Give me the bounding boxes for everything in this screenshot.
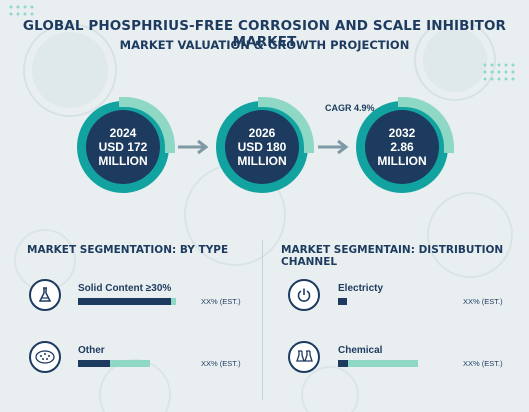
- bubble-accent-arc: [119, 97, 175, 153]
- channel-item-bar: [338, 360, 418, 367]
- cagr-label: CAGR 4.9%: [325, 103, 375, 113]
- timeline-bubble-2032: 2032 2.86 MILLION: [356, 97, 454, 193]
- bubble-year: 2024: [109, 126, 137, 140]
- beakers-icon: [288, 341, 320, 373]
- channel-item-bar-fill: [338, 298, 347, 305]
- bubble-inner: 2026 USD 180 MILLION: [225, 110, 299, 184]
- arrow-right-icon: [178, 139, 209, 155]
- channel-item-label: Chemical: [338, 345, 383, 356]
- type-item-bar: [78, 298, 176, 305]
- bubble-accent-arc: [258, 97, 314, 153]
- type-item-label: Solid Content ≥30%: [78, 283, 172, 294]
- bubble-inner: 2024 USD 172 MILLION: [86, 110, 160, 184]
- channel-section-heading: MARKET SEGMENTAIN: DISTRIBUTION CHANNEL: [281, 244, 504, 268]
- type-item-label: Other: [78, 345, 105, 356]
- flask-icon: [29, 279, 61, 311]
- timeline-bubble-2024: 2024 USD 172 MILLION: [77, 97, 175, 193]
- dot-pattern-right: [483, 63, 515, 81]
- page-title: GLOBAL PHOSPHRIUS-FREE CORROSION AND SCA…: [22, 18, 507, 50]
- power-icon: [288, 279, 320, 311]
- bubble-year: 2032: [388, 126, 416, 140]
- channel-item-estimate: XX% (EST.): [463, 359, 503, 368]
- bubble-value: USD 172: [98, 140, 148, 154]
- channel-item-label: Electricty: [338, 283, 384, 294]
- bubble-value: 2.86: [390, 140, 414, 154]
- granules-icon: [29, 341, 61, 373]
- section-divider: [262, 240, 263, 400]
- dot-pattern-left: [9, 5, 34, 16]
- timeline-bubble-2026: 2026 USD 180 MILLION: [216, 97, 314, 193]
- channel-item-bar-fill: [338, 360, 348, 367]
- type-item-bar-fill: [78, 360, 110, 367]
- bubble-unit: MILLION: [237, 154, 287, 168]
- bubble-accent-arc: [398, 97, 454, 153]
- type-item-estimate: XX% (EST.): [201, 359, 241, 368]
- type-item-estimate: XX% (EST.): [201, 297, 241, 306]
- bubble-value: USD 180: [237, 140, 287, 154]
- bubble-year: 2026: [248, 126, 276, 140]
- type-item-bar-fill: [78, 298, 171, 305]
- bubble-inner: 2032 2.86 MILLION: [365, 110, 439, 184]
- bubble-unit: MILLION: [98, 154, 148, 168]
- page-subtitle: MARKET VALUATION & GROWTH PROJECTION: [119, 38, 410, 52]
- type-section-heading: MARKET SEGMENTATION: BY TYPE: [27, 244, 229, 256]
- bubble-unit: MILLION: [377, 154, 427, 168]
- arrow-right-icon: [318, 139, 349, 155]
- channel-item-estimate: XX% (EST.): [463, 297, 503, 306]
- type-item-bar: [78, 360, 150, 367]
